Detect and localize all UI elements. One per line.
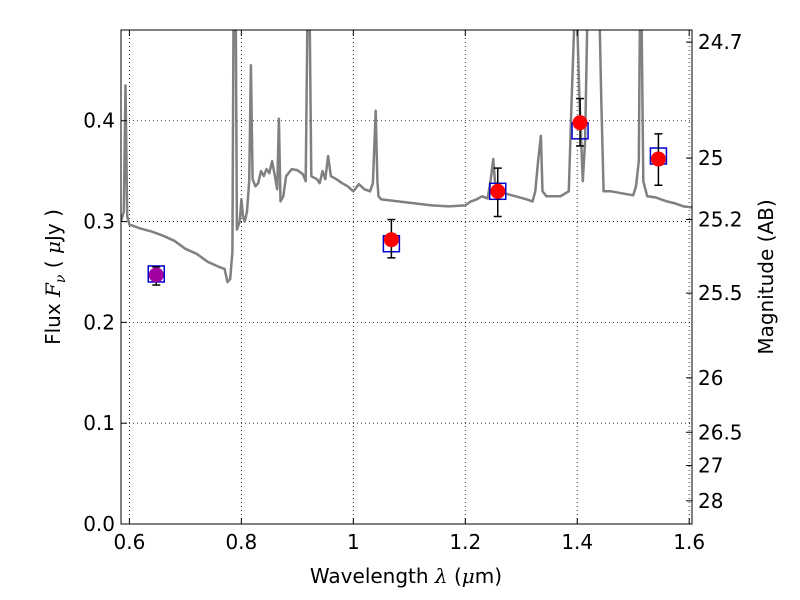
x-tick-label: 0.8 xyxy=(225,530,257,554)
y-axis-title: Flux Fν ( μJy ) xyxy=(41,209,69,345)
axis-ticks: 0.6 0.8 1 1.2 1.4 1.6 0.0 0.1 0.2 0.3 0.4 24.7 25 25.… xyxy=(83,30,743,554)
y2-axis-title: Magnitude (AB) xyxy=(754,199,778,354)
y2-tick-label: 28 xyxy=(698,489,723,513)
y2-tick-label: 27 xyxy=(698,454,723,478)
plot-data xyxy=(121,30,692,286)
y2-tick-label: 25 xyxy=(698,146,723,170)
plot-frame xyxy=(120,29,693,525)
observed-flux-point xyxy=(572,115,588,131)
observed-flux-point xyxy=(650,151,666,167)
y-tick-label: 0.0 xyxy=(83,512,115,536)
observed-flux-point xyxy=(148,267,164,283)
x-axis-title: Wavelength λ (μm) xyxy=(310,564,502,588)
y2-tick-label: 25.2 xyxy=(698,208,743,232)
x-tick-label: 1 xyxy=(347,530,360,554)
observed-flux-point xyxy=(490,183,506,199)
y2-tick-label: 24.7 xyxy=(698,30,743,54)
x-tick-label: 1.6 xyxy=(673,530,705,554)
y2-tick-label: 25.5 xyxy=(698,281,743,305)
x-tick-label: 1.4 xyxy=(561,530,593,554)
y2-tick-label: 26 xyxy=(698,366,723,390)
x-tick-label: 0.6 xyxy=(113,530,145,554)
y-tick-label: 0.3 xyxy=(83,210,115,234)
model-spectrum-line xyxy=(121,30,692,284)
y2-tick-label: 26.5 xyxy=(698,420,743,444)
y-tick-label: 0.2 xyxy=(83,310,115,334)
y-tick-label: 0.1 xyxy=(83,411,115,435)
observed-flux-point xyxy=(383,232,399,248)
y-tick-label: 0.4 xyxy=(83,109,115,133)
x-tick-label: 1.2 xyxy=(449,530,481,554)
grid xyxy=(121,30,692,525)
